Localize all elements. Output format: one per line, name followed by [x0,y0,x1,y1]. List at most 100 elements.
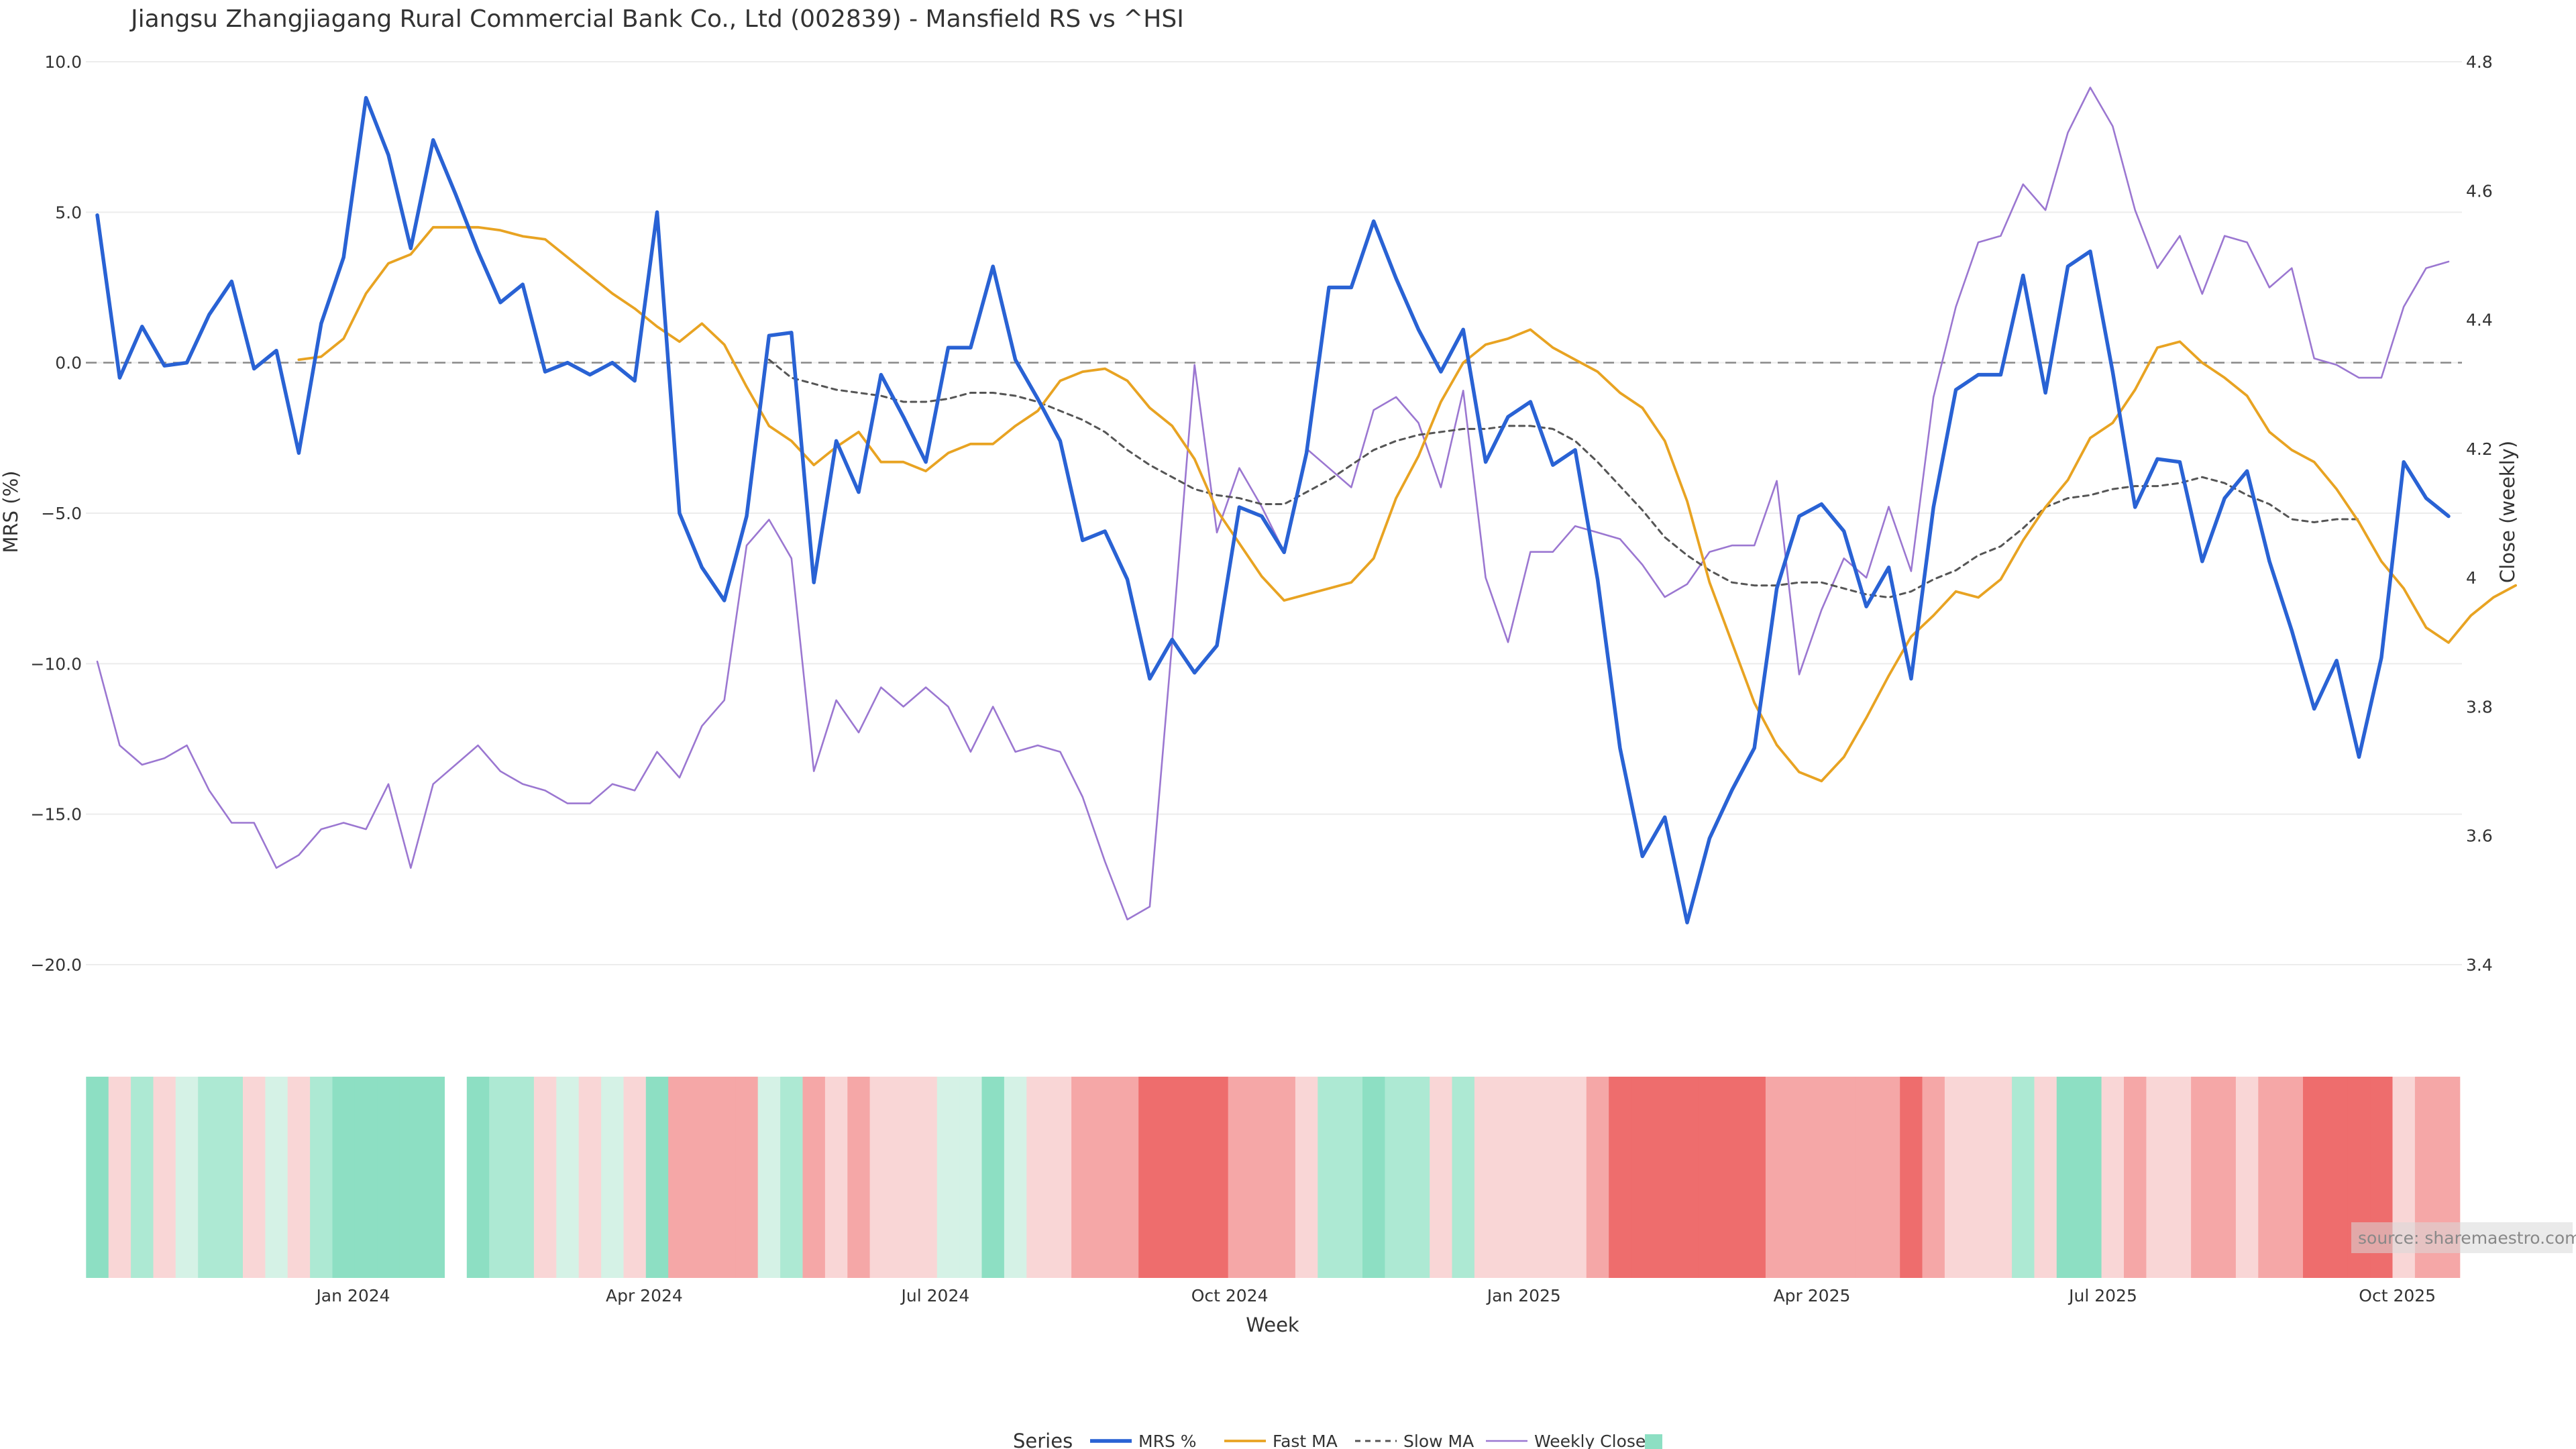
x-tick-label: Oct 2024 [1191,1286,1269,1305]
series-line-weekly-close [96,87,2450,920]
x-tick-label: Jan 2025 [1486,1286,1561,1305]
strip-cell [1877,1077,1900,1278]
y-right-tick-label: 3.4 [2466,955,2493,975]
y-axis-left-title: MRS (%) [0,471,22,553]
strip-cell [735,1077,759,1278]
y-axis-right-title: Close (weekly) [2496,441,2519,583]
strip-cell [511,1077,535,1278]
y-right-tick-label: 4.2 [2466,439,2493,459]
strip-cell [1452,1077,1475,1278]
x-tick-label: Jul 2025 [2068,1286,2137,1305]
x-tick-label: Apr 2024 [606,1286,683,1305]
strip-cell [1295,1077,1318,1278]
strip-cell [2146,1077,2169,1278]
strip-cell [466,1077,490,1278]
strip-cell [1900,1077,1923,1278]
strip-cell [175,1077,199,1278]
strip-cell [936,1077,960,1278]
strip-cell [757,1077,781,1278]
strip-cell [556,1077,580,1278]
strip-cell [1273,1077,1296,1278]
strip-cell [2101,1077,2125,1278]
strip-cell [1788,1077,1811,1278]
strip-cell [1430,1077,1453,1278]
x-tick-label: Oct 2025 [2359,1286,2436,1305]
strip-cell [310,1077,333,1278]
strip-cell [1967,1077,1990,1278]
source-note: source: sharemaestro.com [2351,1222,2576,1253]
y-left-tick-label: 10.0 [44,52,82,72]
strip-cell [1340,1077,1363,1278]
strip-cell [1474,1077,1497,1278]
strip-cell [1922,1077,1945,1278]
left-axis: 10.0 5.0 0.0 −5.0 −10.0 −15.0 −20.0 [30,52,82,975]
strip-cell [2034,1077,2057,1278]
strip-cell [959,1077,983,1278]
strip-cell [892,1077,915,1278]
source-background [2351,1222,2573,1253]
strip-cell [623,1077,647,1278]
strip-cell [1497,1077,1520,1278]
strip-cell [1542,1077,1565,1278]
y-left-tick-label: −20.0 [30,955,82,975]
strip-cell [1385,1077,1408,1278]
strip-cell [1183,1077,1206,1278]
legend-label: Fast MA [1273,1432,1338,1449]
strip-cell [2280,1077,2304,1278]
strip-cell [1989,1077,2012,1278]
strip-cell [377,1077,400,1278]
strip-cell [2191,1077,2214,1278]
strip-cell [1743,1077,1766,1278]
series-line-fast-ma [297,225,2518,783]
strip-cell [1093,1077,1117,1278]
strip-cell [802,1077,826,1278]
chart-title: Jiangsu Zhangjiagang Rural Commercial Ba… [129,5,1184,33]
strip-cell [220,1077,244,1278]
strip-cell [1654,1077,1676,1278]
strip-cell [690,1077,714,1278]
strip-cell [2325,1077,2349,1278]
strip-cell [1586,1077,1609,1278]
y-right-tick-label: 4.8 [2466,52,2493,72]
legend-title: Series [1013,1430,1073,1449]
strip-cell [86,1077,109,1278]
strip-cell [1138,1077,1162,1278]
strip-cell [1855,1077,1878,1278]
y-right-tick-label: 4.6 [2466,181,2493,201]
strip-cell [422,1077,445,1278]
strip-cell [489,1077,513,1278]
grid-lines [86,61,2462,965]
strip-cell [399,1077,423,1278]
strip-cell [668,1077,692,1278]
strip-cell [2213,1077,2237,1278]
strip-cell [1631,1077,1654,1278]
strip-cell [1407,1077,1430,1278]
strip-cell [1228,1077,1251,1278]
strip-cell [153,1077,176,1278]
x-axis-title: Week [1246,1313,1299,1336]
y-right-tick-label: 3.8 [2466,697,2493,716]
y-right-tick-label: 4.4 [2466,311,2493,330]
strip-cell [2303,1077,2326,1278]
source-text: source: sharemaestro.com [2358,1228,2576,1248]
strip-cell [243,1077,266,1278]
y-right-tick-label: 3.6 [2466,826,2493,846]
strip-cell [2235,1077,2259,1278]
y-left-tick-label: −15.0 [30,805,82,824]
right-axis: 4.8 4.6 4.4 4.2 4 3.8 3.6 3.4 [2466,52,2493,975]
strip-cell [1609,1077,1632,1278]
legend-label: Weekly Close [1534,1432,1646,1449]
legend-label: MRS % [1138,1432,1197,1449]
x-axis-ticks: Jan 2024 Apr 2024 Jul 2024 Oct 2024 Jan 2025… [315,1286,2436,1305]
strip-cell [981,1077,1005,1278]
strip-cell [824,1077,848,1278]
legend-label: Slow MA [1403,1432,1474,1449]
strip-cell [1026,1077,1050,1278]
y-left-tick-label: 0.0 [55,354,82,373]
strip-cell [198,1077,221,1278]
heatmap-strip [86,1077,2461,1278]
y-left-tick-label: −10.0 [30,654,82,674]
strip-cell [1833,1077,1856,1278]
